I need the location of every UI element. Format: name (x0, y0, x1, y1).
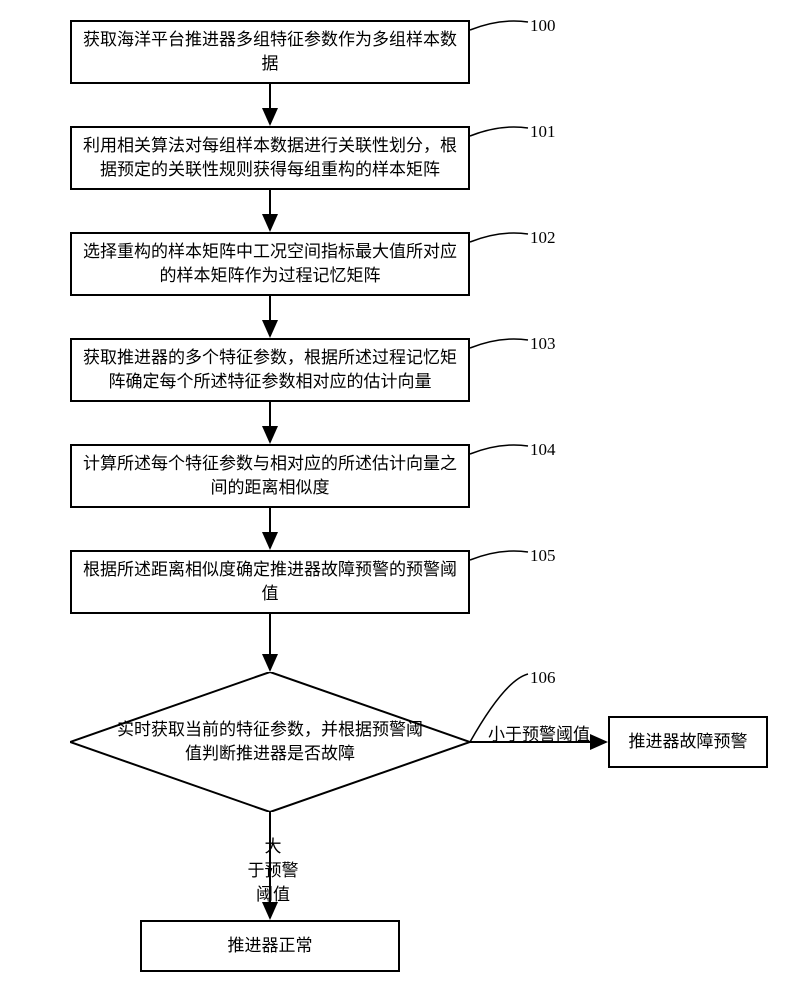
ref-105: 105 (530, 546, 556, 566)
decision-106-text: 实时获取当前的特征参数，并根据预警阈值判断推进器是否故障 (70, 718, 470, 766)
step-105-text: 根据所述距离相似度确定推进器故障预警的预警阈值 (82, 558, 458, 606)
step-105: 根据所述距离相似度确定推进器故障预警的预警阈值 (70, 550, 470, 614)
step-100-text: 获取海洋平台推进器多组特征参数作为多组样本数据 (82, 28, 458, 76)
step-102: 选择重构的样本矩阵中工况空间指标最大值所对应的样本矩阵作为过程记忆矩阵 (70, 232, 470, 296)
ref-104: 104 (530, 440, 556, 460)
outcome-normal-text: 推进器正常 (228, 934, 313, 958)
outcome-alarm-text: 推进器故障预警 (629, 730, 748, 754)
step-101: 利用相关算法对每组样本数据进行关联性划分，根据预定的关联性规则获得每组重构的样本… (70, 126, 470, 190)
step-100: 获取海洋平台推进器多组特征参数作为多组样本数据 (70, 20, 470, 84)
edge-label-gt3: 阈值 (248, 880, 298, 905)
step-104: 计算所述每个特征参数与相对应的所述估计向量之间的距离相似度 (70, 444, 470, 508)
edge-label-gt2: 于预警 (230, 856, 316, 881)
step-103: 获取推进器的多个特征参数，根据所述过程记忆矩阵确定每个所述特征参数相对应的估计向… (70, 338, 470, 402)
step-103-text: 获取推进器的多个特征参数，根据所述过程记忆矩阵确定每个所述特征参数相对应的估计向… (82, 346, 458, 394)
ref-103: 103 (530, 334, 556, 354)
edge-label-gt1: 大 (248, 832, 298, 857)
ref-101: 101 (530, 122, 556, 142)
edge-label-lt: 小于预警阈值 (488, 720, 590, 745)
ref-100: 100 (530, 16, 556, 36)
step-102-text: 选择重构的样本矩阵中工况空间指标最大值所对应的样本矩阵作为过程记忆矩阵 (82, 240, 458, 288)
outcome-normal: 推进器正常 (140, 920, 400, 972)
ref-106: 106 (530, 668, 556, 688)
outcome-alarm: 推进器故障预警 (608, 716, 768, 768)
step-101-text: 利用相关算法对每组样本数据进行关联性划分，根据预定的关联性规则获得每组重构的样本… (82, 134, 458, 182)
decision-106: 实时获取当前的特征参数，并根据预警阈值判断推进器是否故障 (70, 672, 470, 812)
ref-102: 102 (530, 228, 556, 248)
step-104-text: 计算所述每个特征参数与相对应的所述估计向量之间的距离相似度 (82, 452, 458, 500)
